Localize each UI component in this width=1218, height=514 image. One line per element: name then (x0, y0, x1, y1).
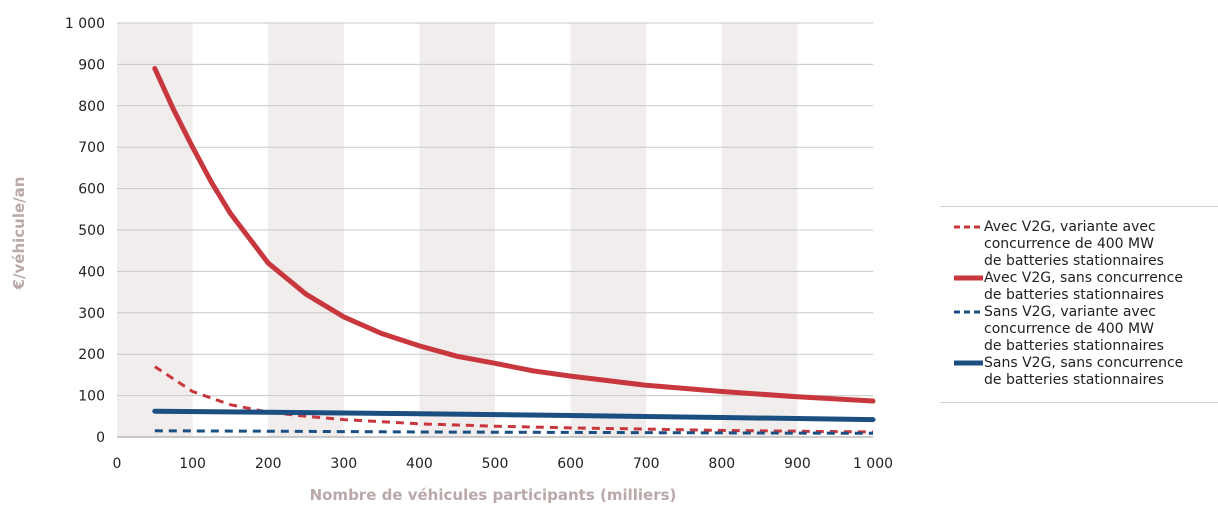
legend-label: Sans V2G, sans concurrence de batteries … (984, 355, 1184, 388)
y-tick-label: 600 (78, 182, 105, 198)
y-tick-label: 800 (78, 99, 105, 115)
x-tick-label: 0 (113, 456, 122, 472)
x-tick-label: 1 000 (853, 456, 893, 472)
y-axis-title: €/véhicule/an (10, 177, 28, 291)
x-tick-label: 200 (255, 456, 282, 472)
series-line-2 (152, 66, 876, 404)
x-axis-title: Nombre de véhicules participants (millie… (310, 486, 677, 504)
x-tick-label: 900 (784, 456, 811, 472)
legend-label: Avec V2G, sans concurrence de batteries … (984, 270, 1183, 303)
y-tick-label: 0 (96, 430, 105, 446)
x-tick-labels: 0 100 200 300 400 500 600 700 800 900 1 000 (113, 456, 894, 472)
legend-swatch-solid-blue (954, 360, 983, 366)
y-tick-label: 1 000 (65, 16, 105, 32)
legend: Avec V2G, variante avec concurrence de 4… (940, 206, 1218, 403)
y-tick-label: 900 (78, 57, 105, 73)
x-tick-label: 600 (557, 456, 584, 472)
y-tick-label: 100 (78, 389, 105, 405)
series-lines (152, 66, 876, 435)
y-tick-label: 700 (78, 140, 105, 156)
y-tick-label: 200 (78, 347, 105, 363)
legend-swatch-dashed-blue (954, 310, 983, 314)
y-tick-label: 300 (78, 306, 105, 322)
series-line-1 (153, 365, 874, 434)
legend-label: Sans V2G, variante avec concurrence de 4… (984, 304, 1164, 354)
y-tick-labels: 0 100 200 300 400 500 600 700 800 900 1 000 (65, 16, 105, 446)
x-tick-label: 300 (330, 456, 357, 472)
legend-item-sans-v2g-variante: Sans V2G, variante avec concurrence de 4… (940, 304, 1218, 355)
x-tick-label: 400 (406, 456, 433, 472)
legend-swatch-solid-red (954, 275, 983, 281)
legend-label: Avec V2G, variante avec concurrence de 4… (984, 219, 1164, 269)
x-tick-label: 500 (482, 456, 509, 472)
legend-item-avec-v2g-variante: Avec V2G, variante avec concurrence de 4… (940, 219, 1218, 270)
legend-item-sans-v2g-sans: Sans V2G, sans concurrence de batteries … (940, 355, 1218, 389)
x-tick-label: 100 (179, 456, 206, 472)
x-tick-label: 700 (633, 456, 660, 472)
series-line-3 (154, 429, 874, 435)
legend-swatch-dashed-red (954, 225, 983, 229)
series-line-4 (152, 408, 876, 423)
y-tick-label: 400 (78, 264, 105, 280)
legend-item-avec-v2g-sans: Avec V2G, sans concurrence de batteries … (940, 270, 1218, 304)
x-tick-label: 800 (708, 456, 735, 472)
y-tick-label: 500 (78, 223, 105, 239)
chart: 0 100 200 300 400 500 600 700 800 900 1 000 0 100 20… (10, 16, 894, 504)
